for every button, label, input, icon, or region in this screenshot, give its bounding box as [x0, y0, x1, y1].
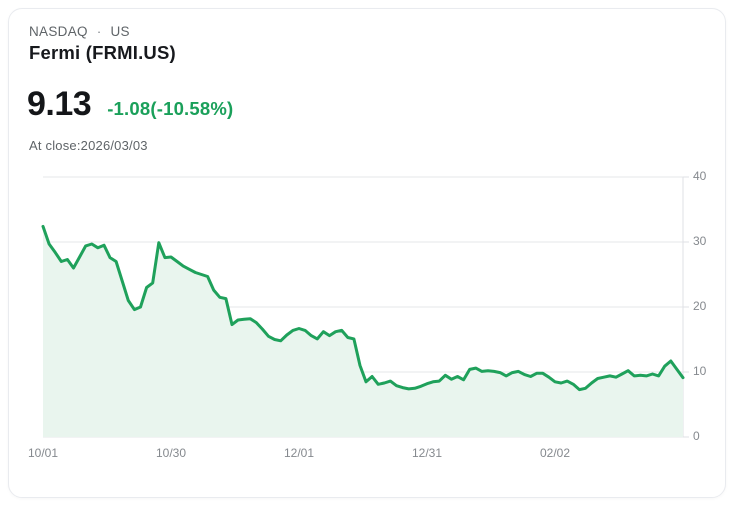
stock-name: Fermi (FRMI.US) — [29, 42, 176, 63]
last-price: 9.13 — [27, 85, 92, 123]
price-area — [43, 226, 683, 437]
x-axis-label: 02/02 — [540, 446, 570, 460]
x-axis-label: 10/30 — [156, 446, 186, 460]
price-chart-svg[interactable]: 0 10 20 30 40 10/01 10/30 12/01 12/31 02/02 — [9, 167, 727, 487]
y-axis-label: 20 — [693, 299, 707, 313]
at-close-note: At close:2026/03/03 — [29, 138, 148, 153]
region-label: US — [110, 24, 130, 39]
price-line — [41, 224, 685, 392]
separator-dot: · — [96, 24, 102, 39]
exchange-label: NASDAQ — [29, 24, 88, 39]
y-axis-label: 10 — [693, 364, 707, 378]
price-chart[interactable]: 0 10 20 30 40 10/01 10/30 12/01 12/31 02/02 — [9, 167, 727, 487]
y-axis-label: 30 — [693, 234, 707, 248]
quote-card: NASDAQ · US Fermi (FRMI.US) 9.13 -1.08(-… — [8, 8, 726, 498]
market-row: NASDAQ · US — [29, 24, 130, 39]
x-axis-label: 12/01 — [284, 446, 314, 460]
y-axis-label: 40 — [693, 169, 707, 183]
price-row: 9.13 -1.08(-10.58%) — [27, 87, 233, 121]
price-change: -1.08(-10.58%) — [107, 97, 234, 119]
x-axis-label: 12/31 — [412, 446, 442, 460]
x-axis-label: 10/01 — [28, 446, 58, 460]
y-axis-label: 0 — [693, 429, 700, 443]
